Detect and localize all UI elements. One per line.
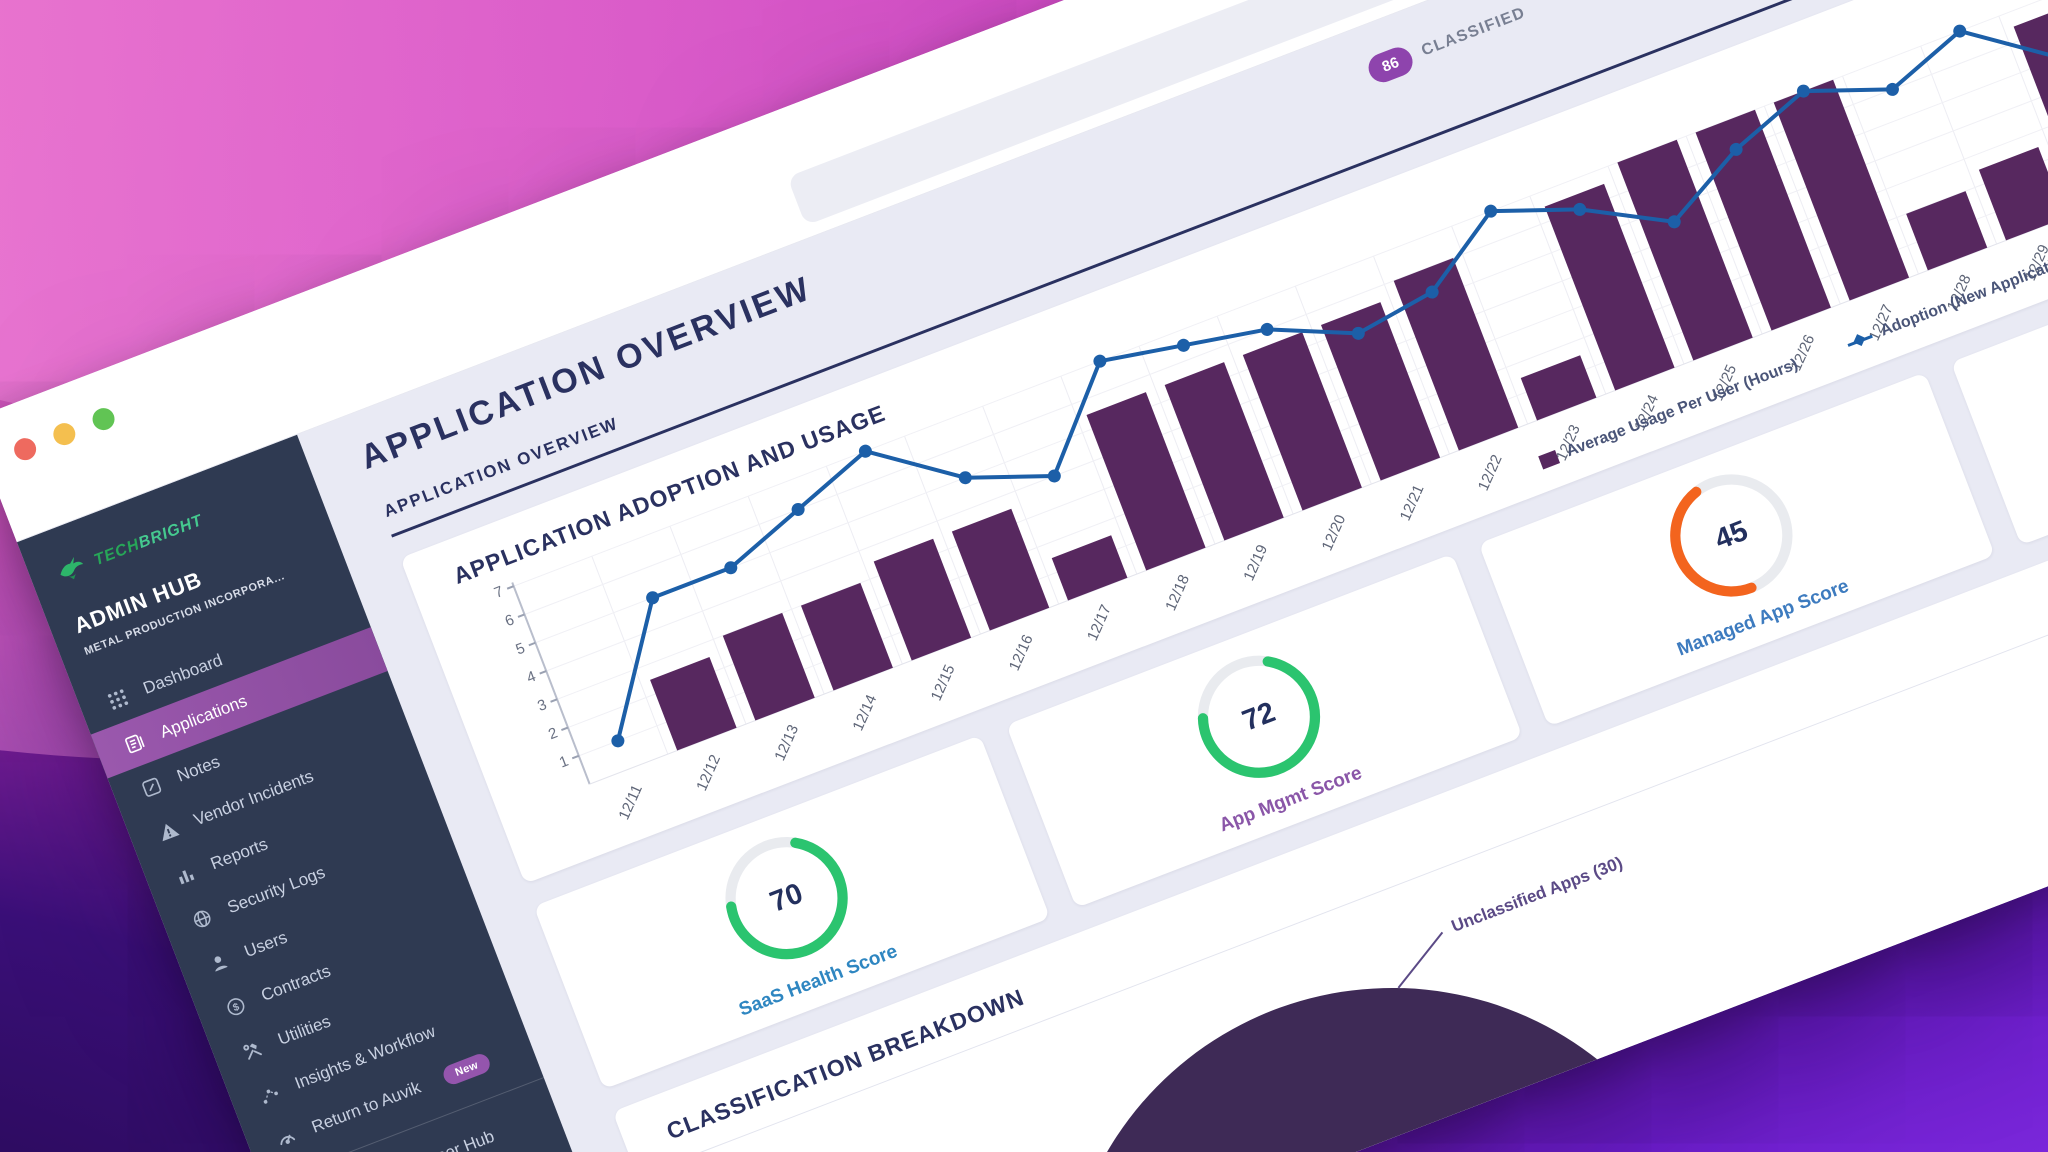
callout-leader-line <box>1397 931 1444 989</box>
main-content: APPLICATION OVERVIEW 86 CLASSIFIED APPLI… <box>297 0 2048 1152</box>
brand: TECHBRIGHT <box>17 435 319 599</box>
user-icon <box>203 947 234 978</box>
sidebar-item-dashboard[interactable]: Dashboard <box>74 583 371 734</box>
sidebar-item-vendor-incidents[interactable]: Vendor Incidents <box>124 715 421 866</box>
saas-health-score-card: 70 SaaS Health Score <box>533 734 1051 1090</box>
adoption-usage-chart: 1 2 3 4 5 6 7 12/11 12/12 12/13 12/14 12/15 12/16 12/… <box>461 0 2048 883</box>
saas-health-score-ring: 70 <box>696 808 877 989</box>
grid-icon <box>102 684 133 715</box>
bar-legend-swatch-icon <box>1538 449 1561 470</box>
tools-icon <box>237 1035 268 1066</box>
adoption-usage-card: APPLICATION ADOPTION AND USAGE 1 2 3 4 5 6 7 12… <box>400 0 2048 884</box>
sidebar-item-users[interactable]: Users <box>175 846 472 997</box>
workflow-icon <box>254 1078 285 1109</box>
sidebar-menu: Dashboard Applications Notes <box>74 583 565 1152</box>
classified-count-badge: 86 <box>1364 42 1417 86</box>
note-icon <box>136 771 167 802</box>
sidebar-item-contracts[interactable]: $ Contracts <box>192 890 489 1041</box>
svg-text:6: 6 <box>503 611 517 630</box>
sidebar-item-return-to-auvik[interactable]: Return to Auvik New <box>242 1022 539 1152</box>
svg-text:5: 5 <box>514 640 528 659</box>
sidebar-item-utilities[interactable]: Utilities <box>209 934 506 1085</box>
managed-app-score-card: 45 Managed App Score <box>1478 372 1995 727</box>
gauge-icon <box>271 1122 302 1152</box>
sidebar-item-applications[interactable]: Applications <box>90 627 388 779</box>
alert-triangle-icon <box>153 815 184 846</box>
classified-chip-label: CLASSIFIED <box>1419 4 1529 60</box>
new-badge: New <box>440 1050 493 1087</box>
zoom-window-button[interactable] <box>89 404 118 434</box>
svg-text:$: $ <box>231 1000 241 1013</box>
traffic-lights <box>10 404 118 464</box>
sidebar-item-notes[interactable]: Notes <box>108 671 405 822</box>
sidebar-item-security-logs[interactable]: Security Logs <box>158 803 455 954</box>
minimize-window-button[interactable] <box>50 419 79 449</box>
unclassified-apps-callout: Unclassified Apps (30) <box>1449 853 1625 936</box>
pie-slice <box>1063 987 1723 1152</box>
close-window-button[interactable] <box>10 434 40 464</box>
score-cards-row: 70 SaaS Health Score 72 App Mgmt Scor <box>533 190 2048 1090</box>
managed-app-score-ring: 45 <box>1641 445 1822 626</box>
svg-text:3: 3 <box>535 696 549 715</box>
app-mgmt-score-ring: 72 <box>1169 626 1350 807</box>
techbright-bird-logo-icon <box>52 550 91 590</box>
svg-text:7: 7 <box>492 583 506 602</box>
applications-icon <box>119 727 150 758</box>
bar-chart-icon <box>170 859 201 890</box>
app-mgmt-score-card: 72 App Mgmt Score <box>1006 553 1523 908</box>
dollar-icon: $ <box>220 991 251 1022</box>
sidebar: TECHBRIGHT ADMIN HUB METAL PRODUCTION IN… <box>16 434 673 1152</box>
sidebar-item-reports[interactable]: Reports <box>141 759 438 910</box>
globe-icon <box>187 903 218 934</box>
svg-text:2: 2 <box>546 724 560 743</box>
svg-text:4: 4 <box>524 668 538 687</box>
svg-text:1: 1 <box>557 753 571 772</box>
sidebar-item-insights-workflow[interactable]: Insights & Workflow <box>226 978 523 1129</box>
